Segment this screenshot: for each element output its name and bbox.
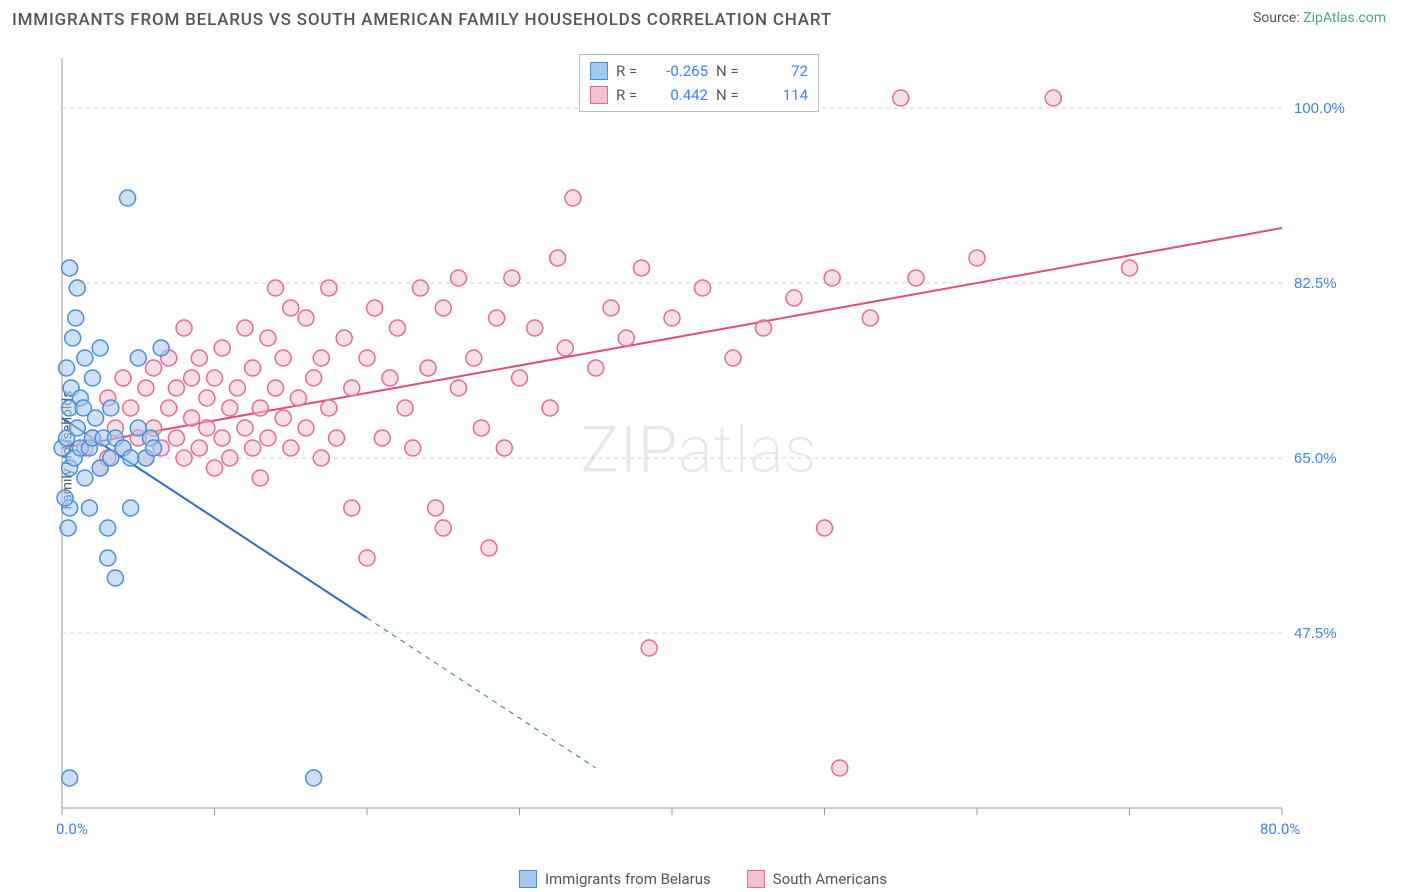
legend-swatch-blue [590,62,608,80]
svg-text:47.5%: 47.5% [1294,625,1337,642]
n-label: N = [716,83,744,107]
r-value: -0.265 [652,59,708,83]
legend-item-blue: Immigrants from Belarus [519,870,711,888]
n-value: 72 [752,59,808,83]
chart-container: Family Households 47.5%65.0%82.5%100.0% … [12,48,1386,852]
x-min-label: 0.0% [56,820,88,838]
legend-row-blue: R = -0.265 N = 72 [590,59,808,83]
svg-text:100.0%: 100.0% [1294,100,1345,117]
x-max-label: 80.0% [1260,820,1300,838]
n-value: 114 [752,83,808,107]
source-attribution: Source: ZipAtlas.com [1253,10,1386,26]
svg-text:65.0%: 65.0% [1294,450,1337,467]
legend-row-pink: R = 0.442 N = 114 [590,83,808,107]
legend-swatch-pink [590,86,608,104]
legend-label: Immigrants from Belarus [545,870,711,888]
r-label: R = [616,83,644,107]
source-prefix: Source: [1253,10,1303,26]
legend-item-pink: South Americans [747,870,887,888]
legend-swatch-pink [747,870,765,888]
r-label: R = [616,59,644,83]
scatter-chart: 47.5% 65.0% 82.5% 100.0% [52,48,1372,838]
n-label: N = [716,59,744,83]
correlation-legend: R = -0.265 N = 72 R = 0.442 N = 114 [579,54,819,112]
legend-swatch-blue [519,870,537,888]
r-value: 0.442 [652,83,708,107]
source-link[interactable]: ZipAtlas.com [1303,10,1386,26]
series-legend: Immigrants from Belarus South Americans [519,870,887,888]
chart-title: IMMIGRANTS FROM BELARUS VS SOUTH AMERICA… [12,10,832,30]
legend-label: South Americans [773,870,887,888]
svg-text:82.5%: 82.5% [1294,275,1337,292]
